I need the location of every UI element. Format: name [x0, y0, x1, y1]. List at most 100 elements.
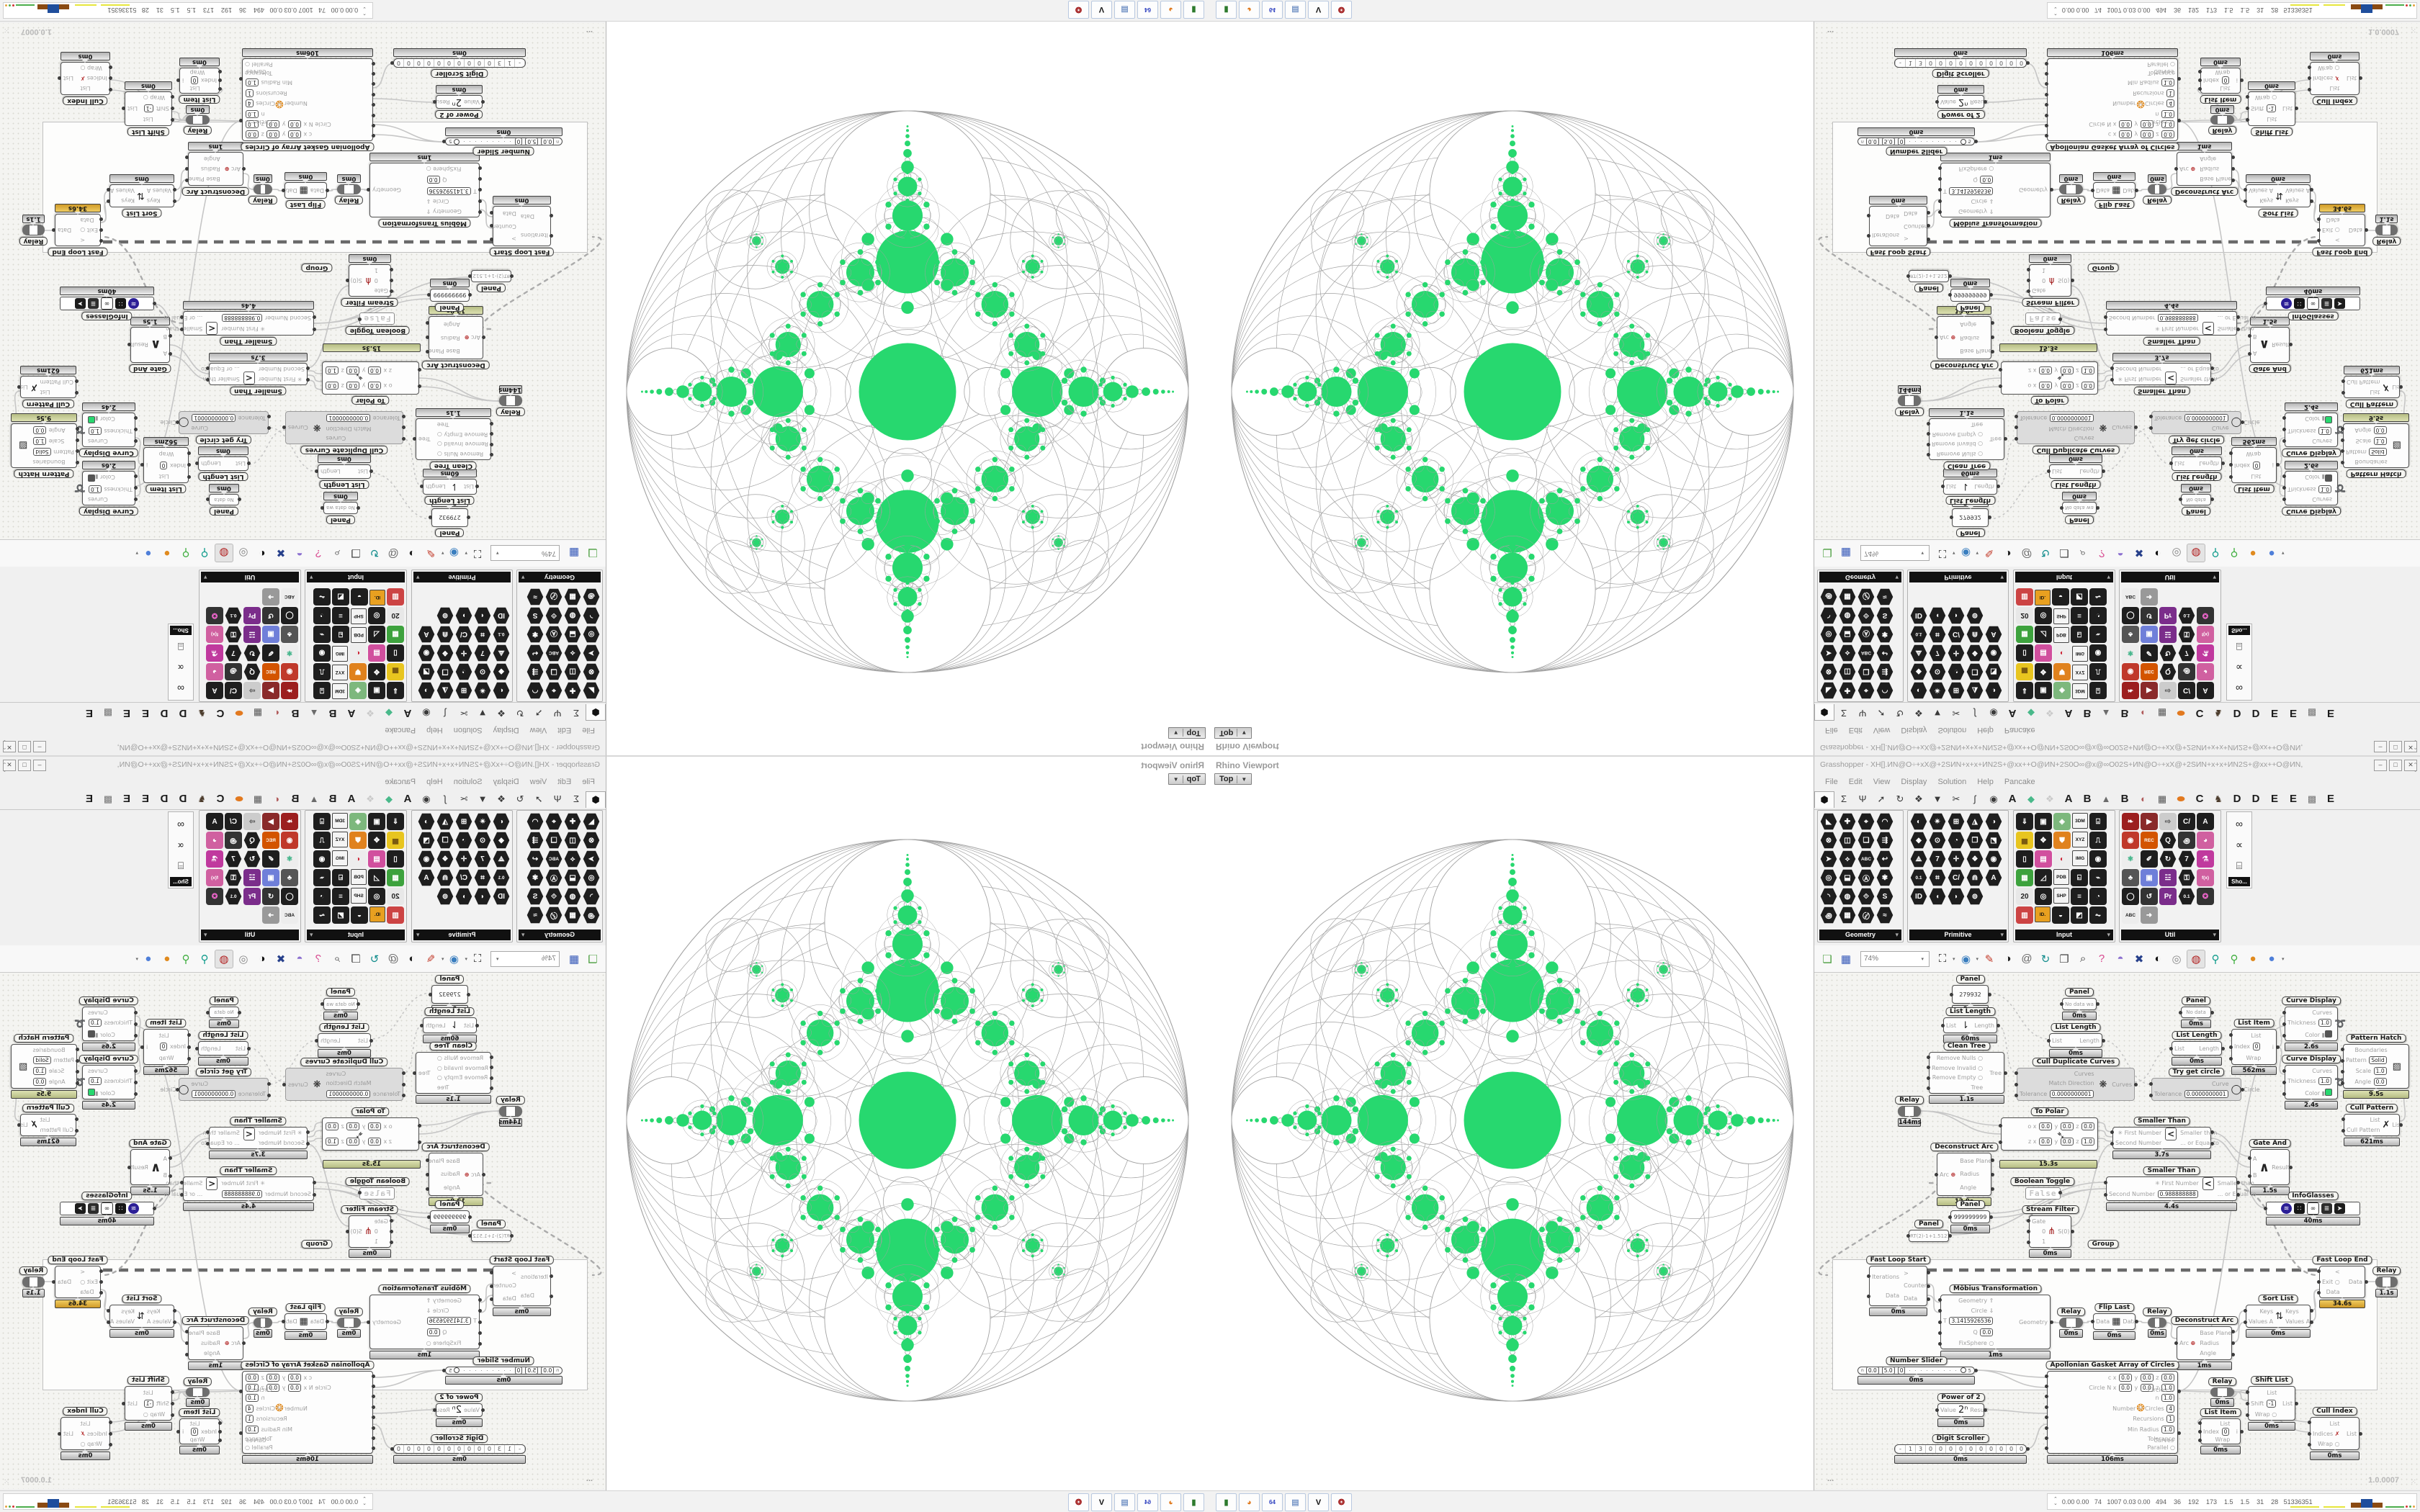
component-icon[interactable]: ▦ — [564, 906, 581, 924]
component-icon[interactable]: ⚗ — [206, 644, 223, 662]
sphere-orange-icon[interactable]: ● — [163, 547, 171, 559]
input-port[interactable] — [2026, 1241, 2030, 1244]
plugin-tab-17[interactable]: E — [2326, 707, 2334, 719]
gh-node-list-length[interactable]: List Length List Length 0ms — [195, 446, 251, 481]
component-icon[interactable]: ➜ — [2141, 906, 2158, 924]
output-port[interactable] — [2210, 1010, 2214, 1014]
component-icon[interactable]: ◉ — [281, 832, 298, 849]
input-port[interactable] — [2059, 1002, 2063, 1006]
component-icon[interactable]: ⋒ — [1966, 626, 1984, 643]
component-icon[interactable]: ✥ — [368, 663, 385, 680]
component-icon[interactable]: ꩜ — [583, 588, 600, 606]
gh-node-boolean-toggle[interactable]: Boolean Toggle False — [2009, 312, 2075, 335]
component-icon[interactable]: ◒ — [351, 588, 368, 606]
input-port[interactable] — [2044, 92, 2048, 96]
chevron-updown-icon[interactable]: ⌃ ⌄ — [2053, 1496, 2058, 1506]
component-icon[interactable]: ◈ — [2053, 682, 2071, 699]
component-icon[interactable]: ☳ — [243, 626, 261, 643]
gh-canvas[interactable]: ... 1.0.0007 ⁙ Panel2799320msList Length… — [1814, 23, 2420, 539]
sphere-orange-icon[interactable]: ● — [2249, 953, 2257, 965]
component-icon[interactable]: ⌗ — [1929, 869, 1946, 886]
component-icon[interactable]: ❧ — [281, 813, 298, 830]
component-icon[interactable]: ✾ — [1876, 626, 1894, 643]
component-icon[interactable]: Pr — [243, 888, 261, 905]
component-icon[interactable]: ▦ — [1839, 906, 1856, 924]
gh-node-cull-index[interactable]: Cull Index List Indices ✗ Wrap ○ List 0ms — [2307, 52, 2362, 105]
input-port[interactable] — [2044, 1426, 2048, 1430]
input-port[interactable] — [2044, 1385, 2048, 1389]
plugin-tab-0[interactable]: A — [2008, 793, 2017, 805]
component-icon[interactable]: ✪ — [206, 607, 223, 624]
glasses-icon[interactable]: ∝ — [2235, 662, 2243, 674]
component-icon[interactable]: ◔ — [1948, 663, 1965, 680]
component-icon[interactable]: ▅ — [387, 663, 404, 680]
component-icon[interactable]: ✐ — [262, 644, 279, 662]
component-icon[interactable]: ◉ — [281, 663, 298, 680]
input-port[interactable] — [2316, 239, 2321, 243]
component-icon[interactable]: ▤ — [2035, 644, 2052, 662]
calculator-app-icon[interactable]: ▤ — [1285, 1493, 1306, 1511]
plugin-tab-17[interactable]: E — [86, 707, 94, 719]
gh-node-cull-duplicate-curves[interactable]: Cull Duplicate Curves Curves Match Directi… — [282, 411, 406, 454]
gh-node-stream-filter[interactable]: Stream Filter Gate 0 1 ⋔ S(0) 0ms — [341, 1205, 399, 1258]
plugin-tab-11[interactable]: ♞ — [2214, 793, 2223, 804]
save-icon[interactable]: ▦ — [568, 546, 580, 559]
plugin-tab-0[interactable]: A — [403, 707, 412, 719]
gh-node-panel[interactable]: Panel 999999999 0ms — [1948, 1200, 1993, 1233]
tab-icon-0[interactable]: ⬢ — [586, 704, 606, 721]
gh-node-deconstruct-arc[interactable]: Deconstruct Arc Arc ⊕ Base Plane Radius Angl… — [2170, 142, 2238, 196]
component-icon[interactable]: ✛ — [455, 850, 472, 868]
component-icon[interactable]: C/ — [1948, 869, 1965, 886]
component-icon[interactable]: ◖ — [1929, 888, 1946, 905]
output-port[interactable] — [2025, 61, 2030, 65]
input-port[interactable] — [2228, 1032, 2233, 1037]
component-icon[interactable]: ⚛ — [281, 644, 298, 662]
input-port[interactable] — [2307, 1431, 2311, 1436]
gh-node-fast-loop-end[interactable]: Fast Loop End < Exit ○ Data Data 34.6s — [2312, 204, 2372, 256]
help-gift-icon[interactable]: ? — [2098, 953, 2105, 965]
component-icon[interactable]: ⌗ — [474, 626, 491, 643]
popup-label[interactable]: Sho... — [170, 877, 192, 886]
plugin-tab-2[interactable]: ❖ — [2045, 708, 2054, 719]
gh-node-relay[interactable]: Relay 0ms — [183, 1377, 212, 1407]
input-port[interactable] — [1926, 1055, 1930, 1059]
gh-node-cull-index[interactable]: Cull Index List Indices ✗ Wrap ○ List 0ms — [2307, 1407, 2362, 1460]
component-icon[interactable]: ⇨ — [2159, 682, 2177, 699]
close-button[interactable]: ✕ — [2404, 760, 2417, 771]
tab-icon-9[interactable]: ◉ — [422, 708, 431, 719]
component-icon[interactable]: ▅ — [2016, 663, 2033, 680]
pin-green-icon[interactable]: ⚲ — [2230, 546, 2238, 559]
zoom-level-combo[interactable]: 74% ▾ — [1860, 950, 1930, 967]
gh-node-sort-list[interactable]: Sort List Keys Values A ⇅ Keys Values A 0ms — [2243, 1295, 2313, 1338]
output-port[interactable] — [2058, 318, 2062, 321]
gh-node-to-polar[interactable]: To Polar o x 0.0 y 0.0 z 0.0 z x 0.0 y 0.0… — [322, 361, 422, 405]
output-port[interactable] — [1926, 238, 1930, 242]
input-port[interactable] — [2046, 1038, 2051, 1043]
output-port[interactable] — [2095, 506, 2099, 510]
tab-icon-8[interactable]: ʃ — [1973, 793, 1976, 804]
input-port[interactable] — [2247, 352, 2251, 356]
chevron-down-icon[interactable]: ▾ — [465, 956, 467, 962]
plugin-tab-5[interactable]: ▲ — [309, 708, 319, 719]
component-icon[interactable]: f(x) — [206, 869, 223, 886]
component-icon[interactable]: ◈ — [349, 813, 367, 830]
glasses-icon[interactable]: ∝ — [177, 838, 185, 850]
plugin-tab-14[interactable]: E — [2270, 707, 2278, 719]
toggle-value[interactable]: False — [2025, 312, 2061, 325]
gh-node-list-length[interactable]: List Length List Length 0ms — [2169, 446, 2225, 481]
component-icon[interactable]: ◖ — [1929, 607, 1946, 624]
gh-node-clean-tree[interactable]: Clean Tree Remove Nulls ○ Remove Invalid ○… — [413, 1042, 494, 1104]
component-icon[interactable]: ◫ — [1839, 832, 1856, 849]
gh-node-panel[interactable]: Panel(SQRT(2)-1+1.512)^1 — [468, 1220, 514, 1242]
sketch-pen-icon[interactable]: ✎ — [1984, 546, 1994, 559]
plugin-tab-10[interactable]: C — [216, 707, 225, 719]
component-icon[interactable]: ▯ — [2016, 644, 2033, 662]
gh-node-cull-pattern[interactable]: Cull Pattern List Cull Pattern ✗ List 621ms — [2341, 1104, 2403, 1146]
input-port[interactable] — [2197, 1438, 2202, 1442]
menu-pancake[interactable]: Pancake — [385, 726, 416, 734]
gh-node-relay[interactable]: Relay 144ms — [1895, 1096, 1924, 1127]
plugin-tab-6[interactable]: B — [291, 707, 300, 719]
tab-icon-4[interactable]: ↻ — [1896, 708, 1904, 719]
gh-node-relay[interactable]: Relay 0ms — [248, 1308, 277, 1338]
chevron-down-icon[interactable]: ▾ — [2107, 931, 2110, 938]
